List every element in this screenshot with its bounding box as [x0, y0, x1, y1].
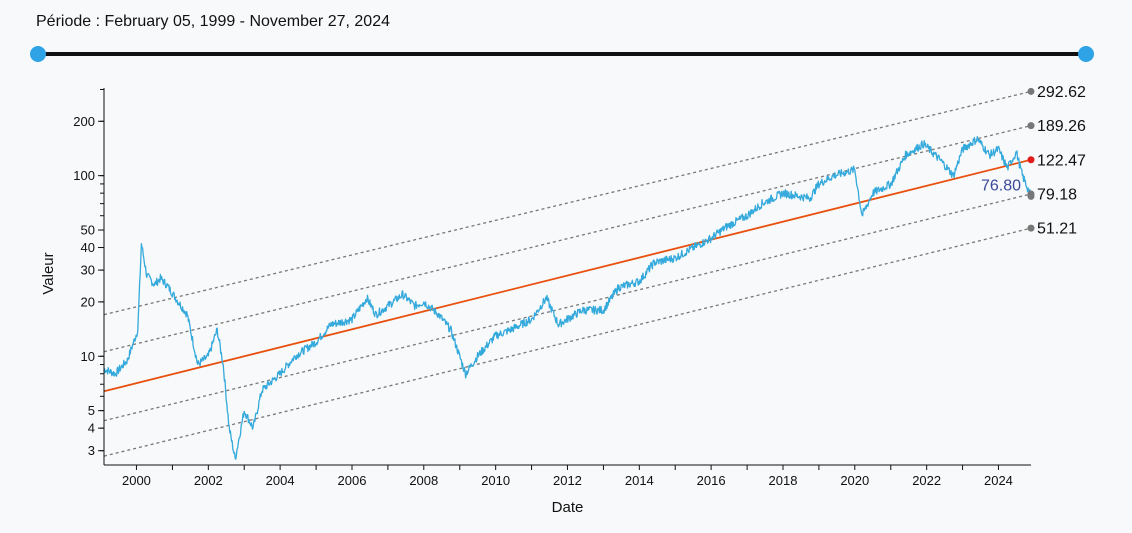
slider-track[interactable]	[38, 52, 1086, 56]
current-value-marker	[1027, 192, 1035, 200]
x-tick-label: 2008	[409, 473, 438, 488]
price-series-group	[103, 135, 1032, 460]
y-axis-title: Valeur	[40, 252, 57, 294]
band-line-4	[103, 227, 1032, 457]
band-line-3	[103, 193, 1032, 422]
x-tick-label: 2018	[769, 473, 798, 488]
regression-line-group	[103, 158, 1032, 393]
band-label-3: 79.18	[1037, 186, 1077, 203]
x-tick-label: 2006	[338, 473, 367, 488]
slider-end-handle[interactable]	[1078, 46, 1094, 62]
y-tick-label: 50	[81, 223, 95, 238]
y-tick-label: 3	[88, 443, 95, 458]
x-tick-label: 2014	[625, 473, 654, 488]
period-label: Période : February 05, 1999 - November 2…	[36, 13, 390, 30]
x-tick-label: 2020	[840, 473, 869, 488]
band-lines	[103, 90, 1032, 457]
period-range-slider[interactable]	[30, 44, 1094, 64]
y-tick-label: 30	[81, 263, 95, 278]
band-end-marker-1	[1027, 122, 1035, 130]
band-label-1: 189.26	[1037, 118, 1086, 135]
current-value-label: 76.80	[981, 177, 1021, 194]
x-tick-label: 2000	[122, 473, 151, 488]
band-line-0	[103, 90, 1032, 316]
y-tick-label: 10	[81, 349, 95, 364]
price-line	[103, 135, 1032, 460]
x-tick-label: 2024	[984, 473, 1013, 488]
y-tick-label: 20	[81, 294, 95, 309]
y-tick-label: 5	[88, 403, 95, 418]
band-label-4: 51.21	[1037, 221, 1077, 238]
x-tick-label: 2004	[266, 473, 295, 488]
band-end-marker-4	[1027, 224, 1035, 232]
x-tick-label: 2010	[481, 473, 510, 488]
axes: 3 4 5 10 20 30 40 50 100 200 2000 2002 2004 2006 2008 2…	[40, 88, 1031, 516]
band-label-2: 122.47	[1037, 152, 1086, 169]
regression-line	[103, 158, 1032, 393]
slider-start-handle[interactable]	[30, 46, 46, 62]
band-label-0: 292.62	[1037, 84, 1086, 101]
x-axis-title: Date	[552, 499, 584, 516]
y-tick-label: 100	[73, 168, 95, 183]
band-end-marker-2	[1027, 156, 1035, 164]
x-tick-label: 2022	[912, 473, 941, 488]
y-tick-label: 4	[88, 421, 95, 436]
x-tick-label: 2002	[194, 473, 223, 488]
band-labels: 292.62 189.26 122.47 79.18 51.21 76.80	[981, 84, 1086, 238]
band-end-marker-0	[1027, 87, 1035, 95]
y-tick-label: 40	[81, 240, 95, 255]
x-tick-label: 2012	[553, 473, 582, 488]
y-tick-label: 200	[73, 114, 95, 129]
x-tick-label: 2016	[697, 473, 726, 488]
